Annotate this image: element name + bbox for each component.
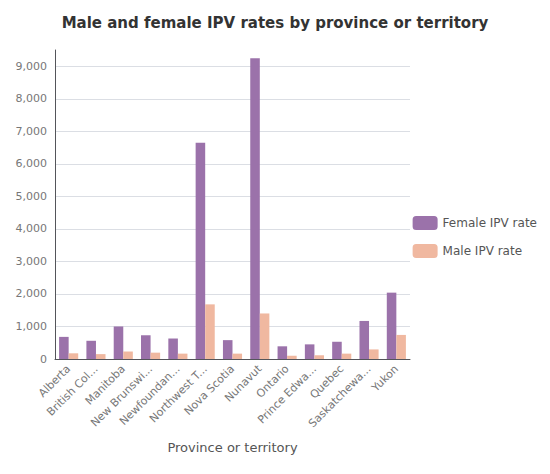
svg-text:2,000: 2,000: [16, 287, 48, 300]
svg-text:Male IPV rate: Male IPV rate: [443, 244, 522, 258]
svg-text:British Col...: British Col...: [44, 362, 101, 419]
svg-text:Province or territory: Province or territory: [167, 440, 297, 455]
svg-text:Ontario: Ontario: [253, 362, 292, 401]
svg-text:Northwest T...: Northwest T...: [146, 362, 210, 426]
svg-text:0: 0: [40, 353, 47, 366]
svg-text:5,000: 5,000: [16, 190, 48, 203]
svg-text:4,000: 4,000: [16, 222, 48, 235]
svg-text:Nova Scotia: Nova Scotia: [181, 362, 238, 418]
svg-text:Male and female IPV rates by p: Male and female IPV rates by province or…: [62, 14, 489, 32]
svg-text:Newfoundan...: Newfoundan...: [117, 362, 183, 428]
svg-text:Prince Edwa...: Prince Edwa...: [255, 362, 319, 427]
svg-text:3,000: 3,000: [16, 255, 48, 268]
svg-text:New Brunswi...: New Brunswi...: [88, 362, 156, 430]
svg-text:Yukon: Yukon: [368, 362, 401, 395]
svg-text:8,000: 8,000: [16, 92, 48, 105]
svg-text:Nunavut: Nunavut: [222, 362, 265, 405]
svg-text:Quebec: Quebec: [307, 362, 347, 402]
svg-text:9,000: 9,000: [16, 60, 48, 73]
svg-text:Manitoba: Manitoba: [82, 362, 128, 408]
svg-text:7,000: 7,000: [16, 125, 48, 138]
svg-text:1,000: 1,000: [16, 320, 48, 333]
svg-text:6,000: 6,000: [16, 157, 48, 170]
svg-text:Alberta: Alberta: [35, 362, 74, 400]
svg-text:Saskatchewa...: Saskatchewa...: [306, 362, 374, 430]
svg-text:Female IPV rate: Female IPV rate: [443, 216, 537, 230]
